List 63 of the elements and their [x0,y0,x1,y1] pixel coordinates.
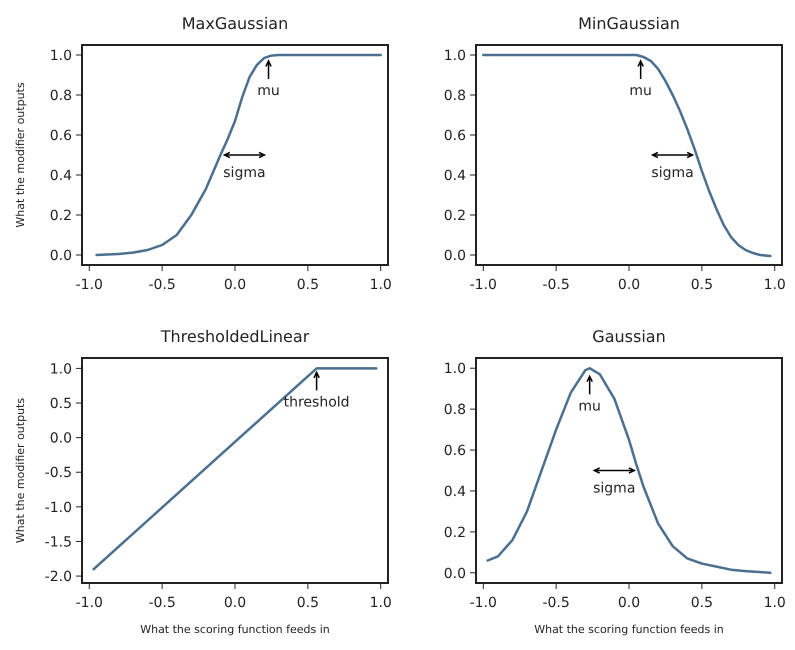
x-axis-title: What the scoring function feeds in [534,623,724,636]
x-tick-label: 1.0 [764,277,786,293]
y-tick-label: 0.6 [444,443,466,460]
x-tick-label: -0.5 [542,277,570,293]
annotation: mu [629,83,652,99]
y-axis-title: What the modifier outputs [14,398,27,544]
x-tick-label: 0.0 [224,277,246,293]
y-tick-label: 0.6 [50,128,72,144]
x-tick-label: 0.5 [690,595,713,611]
x-tick-label: 0.0 [618,595,640,611]
chart-title: MaxGaussian [182,14,288,33]
line-series [482,54,772,258]
x-axis-title: What the scoring function feeds in [140,623,330,636]
y-tick-label: 0.0 [444,566,466,582]
y-tick-label: 0.4 [444,484,466,500]
y-tick-label: 0.4 [50,168,72,184]
y-tick-label: 0.2 [444,208,466,224]
annotation: threshold [284,394,350,410]
y-tick-label: 1.0 [444,361,466,378]
x-tick-label: -1.0 [470,277,497,293]
line-series [95,54,382,256]
y-tick-label: 1.0 [50,48,72,64]
y-tick-label: 0.0 [444,248,466,264]
x-tick-label: 0.0 [618,277,640,293]
x-tick-label: -0.5 [148,595,176,611]
y-tick-label: -1.5 [44,534,72,550]
annotation: mu [257,83,280,99]
annotation: sigma [223,165,266,181]
x-tick-label: 0.5 [296,277,319,293]
annotation: sigma [593,480,636,496]
x-tick-label: 0.0 [224,595,246,611]
y-tick-label: 0.0 [50,430,72,447]
chart-title: MinGaussian [578,14,680,33]
y-tick-label: 0.6 [444,128,466,144]
y-tick-label: 0.8 [444,402,466,418]
annotation: sigma [651,165,694,181]
annotation: mu [578,398,601,414]
y-tick-label: 1.0 [50,361,72,378]
chart-title: ThresholdedLinear [160,327,310,346]
y-tick-label: -2.0 [44,569,72,586]
x-tick-label: 1.0 [370,595,392,611]
y-tick-label: 0.8 [444,88,466,104]
x-tick-label: 0.5 [690,277,713,293]
y-tick-label: 0.2 [444,524,466,541]
x-tick-label: 1.0 [370,277,392,293]
line-series [486,366,772,574]
y-tick-label: -1.0 [44,500,72,516]
y-tick-label: 0.4 [444,168,466,184]
y-tick-label: -0.5 [44,465,72,482]
y-tick-label: 1.0 [444,48,466,64]
y-tick-label: 0.0 [50,248,72,264]
x-tick-label: -1.0 [76,595,103,611]
x-tick-label: -1.0 [76,277,103,293]
x-tick-label: 1.0 [764,595,786,611]
x-tick-label: -0.5 [148,277,176,293]
y-axis-title: What the modifier outputs [14,82,27,228]
y-tick-label: 0.5 [50,396,72,412]
x-tick-label: 0.5 [296,595,319,611]
y-tick-label: 0.2 [50,208,72,224]
chart-title: Gaussian [592,327,666,346]
y-tick-label: 0.8 [50,88,72,104]
x-tick-label: -0.5 [542,595,570,611]
x-tick-label: -1.0 [470,595,497,611]
